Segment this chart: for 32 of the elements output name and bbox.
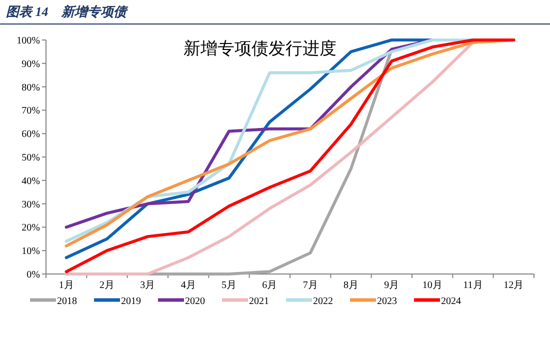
x-tick-label: 7月 [302,280,318,291]
x-tick-label: 12月 [504,280,524,291]
x-tick-label: 11月 [463,280,483,291]
legend-label: 2020 [185,296,205,307]
x-tick-label: 6月 [262,280,278,291]
x-tick-label: 2月 [100,280,114,291]
y-tick-label: 90% [22,58,40,70]
y-tick-label: 10% [22,246,40,258]
legend-label: 2021 [249,296,269,307]
x-tick-label: 3月 [140,280,156,291]
y-tick-label: 80% [22,82,40,94]
legend-label: 2019 [121,296,141,307]
x-tick-label: 10月 [422,280,442,291]
y-tick-label: 30% [22,199,40,210]
x-tick-label: 8月 [344,280,358,291]
x-tick-label: 5月 [222,280,236,291]
x-tick-label: 9月 [384,280,400,291]
legend-label: 2018 [57,296,77,307]
legend-label: 2022 [313,296,333,307]
y-tick-label: 20% [22,222,40,234]
chart-title: 图表 14 新增专项债 [6,4,128,19]
chart-subtitle: 新增专项债发行进度 [184,39,336,58]
y-tick-label: 0% [26,270,40,280]
y-tick-label: 50% [22,152,40,164]
legend-label: 2024 [441,296,461,307]
x-tick-label: 1月 [58,280,74,291]
y-tick-label: 70% [22,106,40,117]
legend-label: 2023 [377,296,397,307]
y-tick-label: 60% [22,129,40,140]
y-tick-label: 40% [22,176,40,187]
x-tick-label: 4月 [180,280,196,291]
y-tick-label: 100% [16,36,40,46]
